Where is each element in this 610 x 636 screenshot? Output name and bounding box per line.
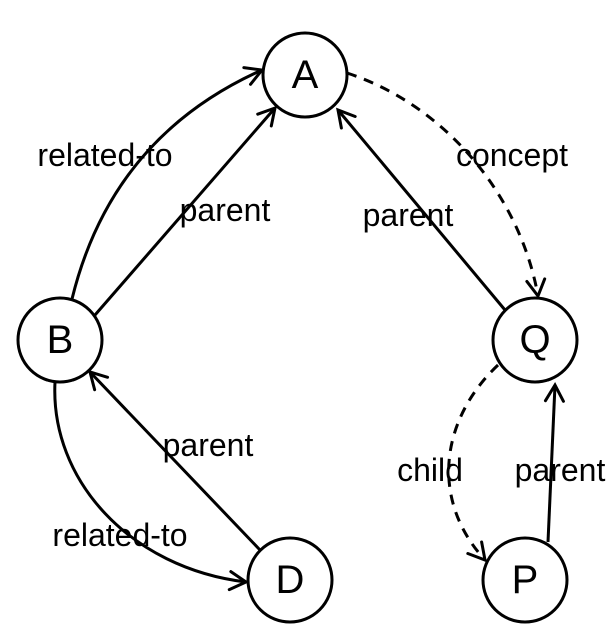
node-A: A: [263, 33, 347, 117]
edge-B-relatedto-A: related-to: [37, 62, 265, 299]
edge-label: parent: [180, 192, 271, 228]
edge-label: parent: [163, 427, 254, 463]
node-label: B: [47, 318, 74, 362]
edge-label: concept: [456, 137, 568, 173]
edge-B-parent-A: parent: [95, 102, 282, 315]
node-label: P: [512, 558, 539, 602]
node-P: P: [483, 538, 567, 622]
edge-P-parent-Q: parent: [515, 385, 606, 542]
node-label: Q: [519, 318, 550, 362]
edge-A-concept-Q: concept: [347, 73, 568, 297]
edge-label: related-to: [37, 137, 172, 173]
edge-Q-parent-A: parent: [331, 104, 505, 310]
node-B: B: [18, 298, 102, 382]
edge-label: parent: [515, 452, 606, 488]
node-label: A: [292, 53, 319, 97]
node-label: D: [276, 558, 305, 602]
edge-label: child: [397, 452, 463, 488]
node-D: D: [248, 538, 332, 622]
node-Q: Q: [493, 298, 577, 382]
edge-Q-child-P: child: [397, 365, 498, 566]
graph-diagram: related-toparentparentconceptparentrelat…: [0, 0, 610, 636]
edge-label: related-to: [52, 517, 187, 553]
edge-label: parent: [363, 197, 454, 233]
edge-B-relatedto-D: related-to: [52, 382, 246, 591]
